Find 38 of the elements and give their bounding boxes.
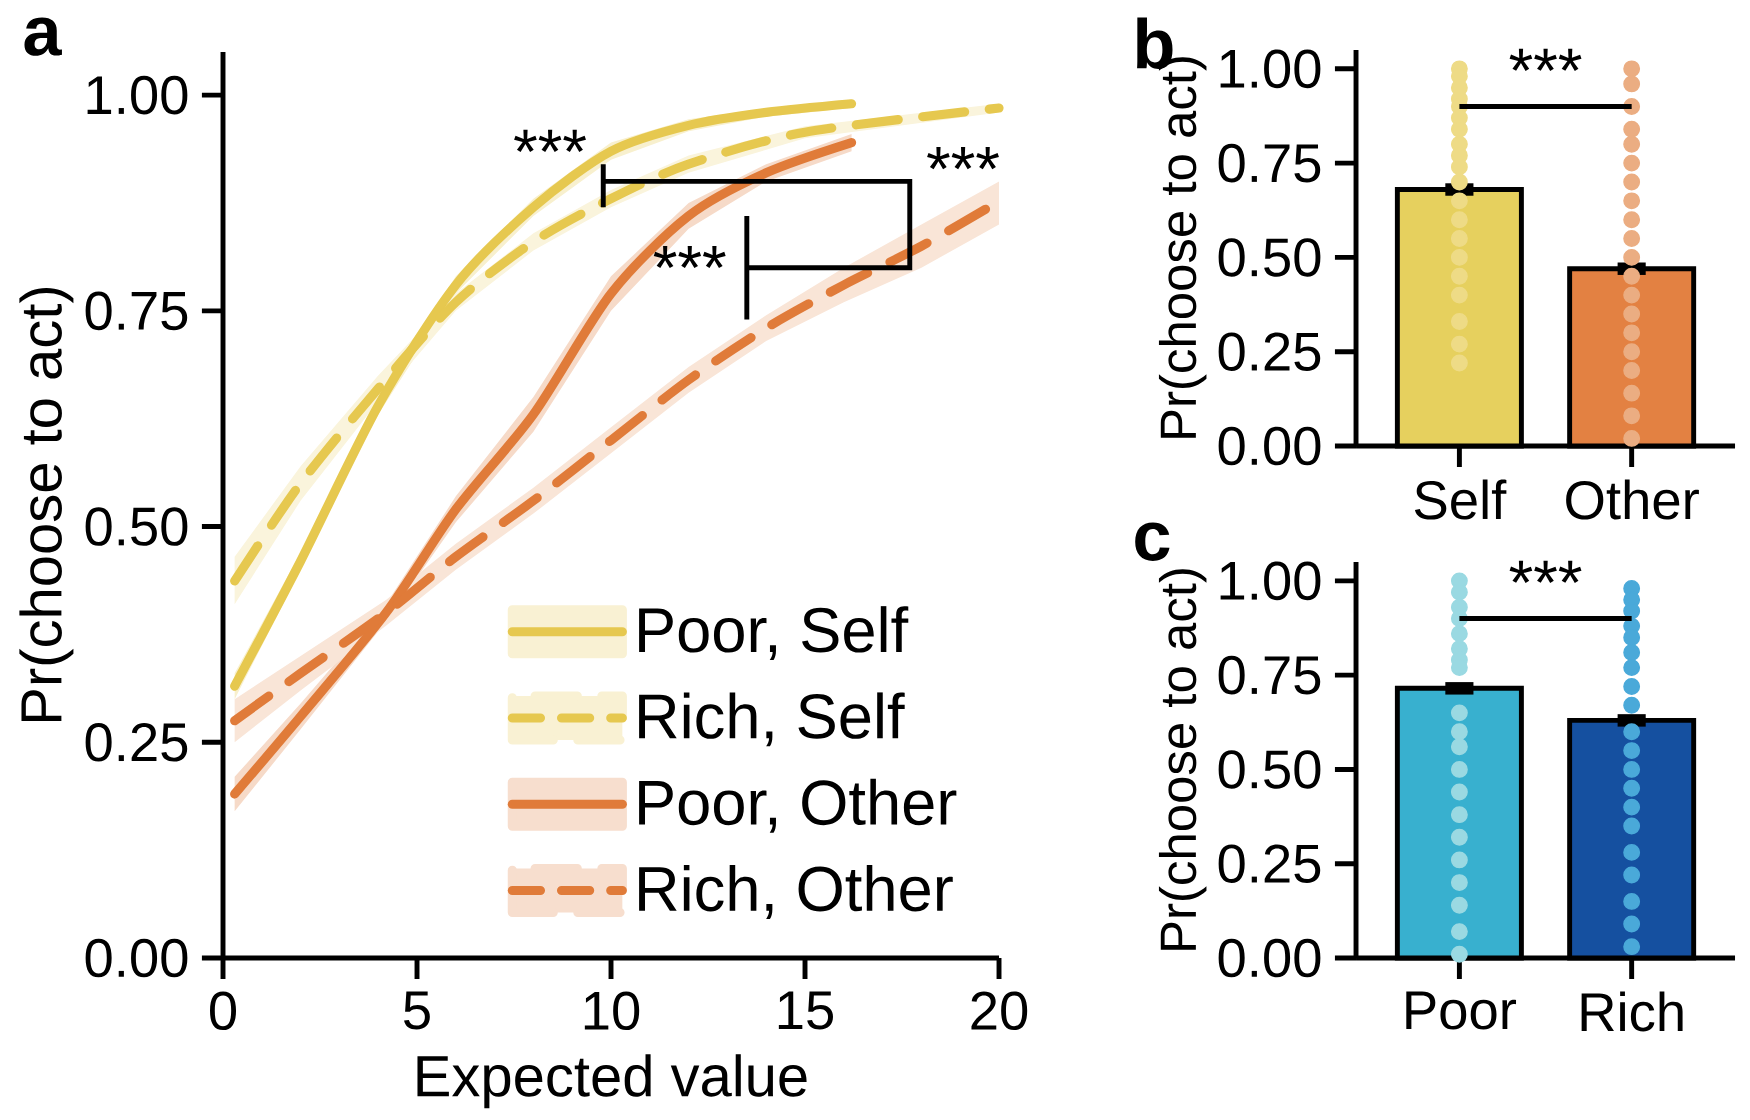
- annotation: ***: [1509, 560, 1582, 583]
- y-tick-label: 0.75: [1218, 143, 1321, 183]
- legend-label: Rich, Other: [639, 864, 953, 919]
- text: c: [1135, 522, 1170, 561]
- y-tick-label: 0.50: [1218, 238, 1321, 277]
- y-axis-title: Pr(choose to act): [19, 287, 74, 722]
- y-tick-label: 0.00: [1218, 938, 1321, 978]
- y-tick-label: 0.75: [1218, 655, 1321, 695]
- y-tick-label: 0.75: [85, 291, 188, 331]
- y-tick-label: 0.25: [85, 723, 188, 762]
- annotation: ***: [514, 129, 586, 152]
- y-axis-title: Pr(choose to act): [1158, 569, 1207, 950]
- y-tick-label: 0.50: [85, 507, 188, 546]
- annotation: ***: [927, 147, 999, 170]
- text: a: [24, 17, 62, 56]
- x-tick-label: 20: [971, 991, 1028, 1031]
- y-tick-label: 1.00: [1220, 561, 1321, 601]
- x-tick-label: Self: [1414, 479, 1507, 520]
- y-tick-label: 0.25: [1218, 844, 1321, 884]
- x-tick-label: 0: [210, 991, 237, 1031]
- legend-label: Poor, Other: [639, 778, 957, 833]
- legend-label: Rich, Self: [639, 692, 905, 747]
- y-tick-label: 1.00: [87, 75, 188, 115]
- x-tick-label: 15: [778, 991, 833, 1030]
- legend-label: Poor, Self: [639, 606, 909, 661]
- x-tick-label: 10: [584, 991, 640, 1031]
- x-tick-label: Other: [1566, 479, 1699, 520]
- annotation: ***: [653, 245, 726, 269]
- y-tick-label: 1.00: [1220, 49, 1321, 89]
- annotation: ***: [1509, 48, 1582, 71]
- x-tick-label: Poor: [1406, 991, 1517, 1030]
- y-tick-label: 0.00: [1218, 426, 1321, 466]
- x-axis-title: Expected value: [417, 1054, 807, 1109]
- x-tick-label: 5: [404, 991, 430, 1030]
- y-tick-label: 0.25: [1218, 332, 1321, 372]
- y-tick-label: 0.50: [1218, 750, 1321, 789]
- y-tick-label: 0.00: [85, 938, 188, 978]
- x-tick-label: Rich: [1581, 991, 1683, 1032]
